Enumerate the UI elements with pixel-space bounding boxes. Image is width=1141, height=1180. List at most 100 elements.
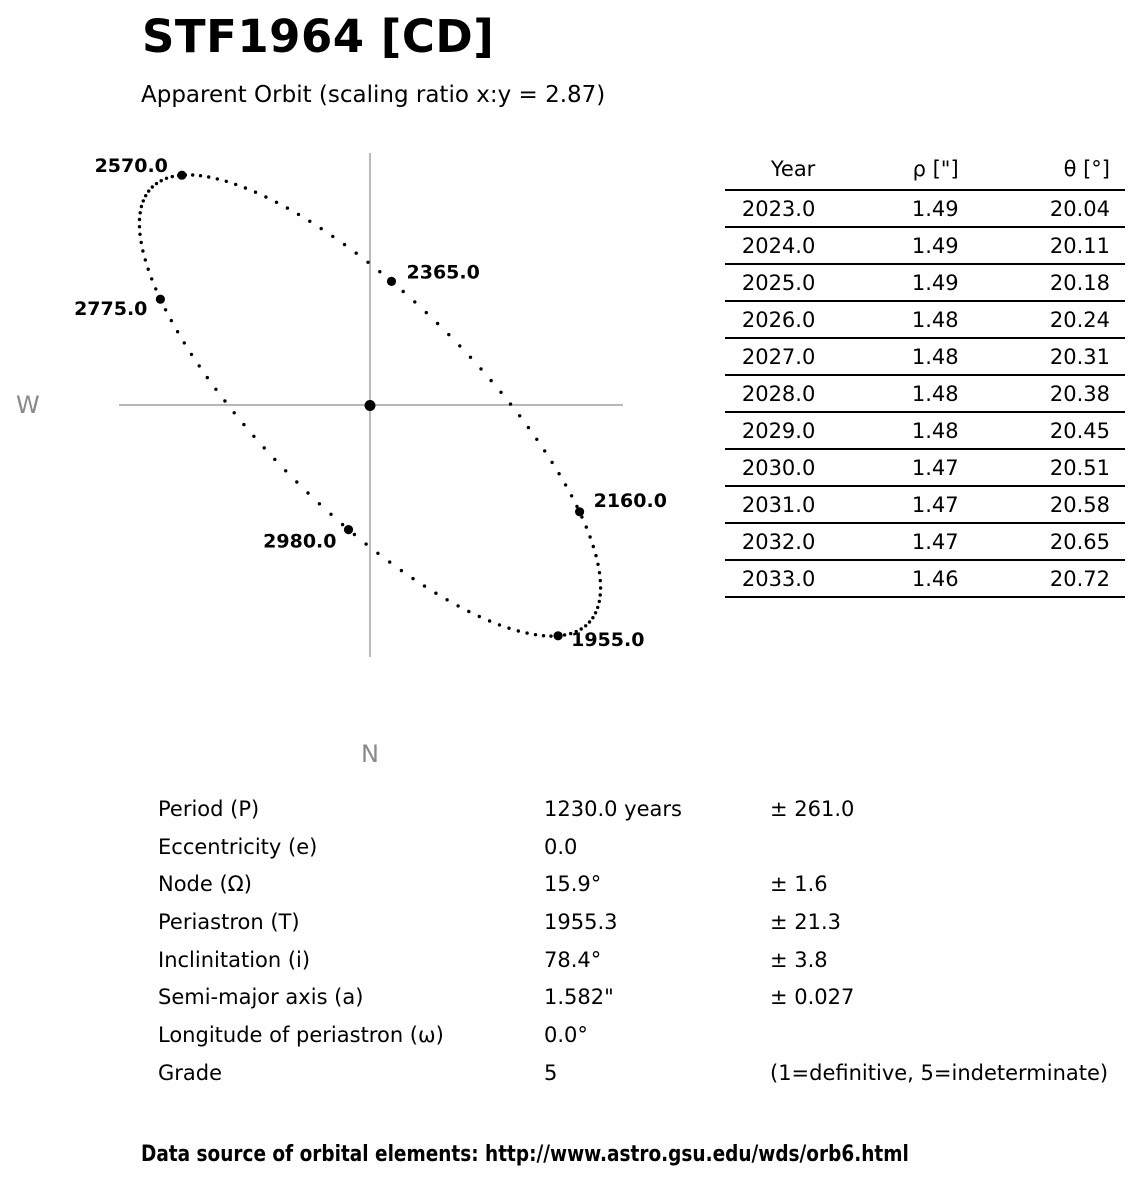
element-label: Eccentricity (e) — [158, 834, 318, 859]
orbit-dot — [234, 182, 238, 187]
epoch-label: 2980.0 — [263, 531, 336, 553]
orbit-dot — [198, 174, 203, 178]
year-cell: 2023.0 — [725, 190, 859, 228]
orbit-dot — [139, 204, 144, 209]
orbit-dot — [479, 367, 483, 371]
orbit-dot — [274, 200, 279, 204]
epoch-label: 1955.0 — [571, 629, 644, 651]
data-source-note: Data source of orbital elements: http://… — [141, 1142, 909, 1167]
orbit-dot — [574, 629, 578, 634]
element-row: Periastron (T) 1955.3 ± 21.3 — [158, 903, 1108, 941]
element-error: ± 0.027 — [770, 985, 855, 1010]
table-row: 2025.0 1.49 20.18 — [725, 264, 1125, 302]
ephemeris-table: Year ρ ["] θ [°] 2023.0 1.49 20.04 2024.0 1.49… — [725, 157, 1125, 598]
orbit-dot — [487, 619, 492, 623]
orbit-dot — [264, 195, 268, 199]
element-value: 1955.3 — [544, 909, 618, 934]
orbit-dot — [243, 186, 248, 190]
element-value: 0.0° — [544, 1022, 588, 1047]
orbit-dot — [584, 624, 588, 628]
orbit-dot — [191, 173, 195, 177]
element-value: 1.582" — [544, 985, 614, 1010]
orbit-dot — [549, 634, 553, 638]
orbit-dot — [596, 605, 600, 610]
orbit-dot — [215, 177, 219, 181]
epoch-label: 2365.0 — [407, 261, 480, 283]
element-label: Grade — [158, 1060, 223, 1085]
orbit-dot — [597, 599, 601, 604]
orbit-dot — [435, 321, 440, 326]
orbit-dot — [447, 332, 451, 337]
orbit-dot — [535, 437, 539, 441]
element-label: Period (P) — [158, 796, 260, 821]
rho-cell: 1.48 — [858, 301, 992, 339]
orbit-dot — [456, 604, 460, 608]
orbit-dot — [154, 287, 158, 291]
orbit-dot — [525, 631, 529, 635]
orbit-dot — [499, 390, 503, 394]
orbit-dot — [401, 289, 405, 294]
orbit-dot — [543, 449, 547, 453]
table-row: 2028.0 1.48 20.38 — [725, 375, 1125, 413]
table-row: 2023.0 1.49 20.04 — [725, 190, 1125, 228]
rho-cell: 1.48 — [858, 412, 992, 450]
element-value: 78.4° — [544, 947, 602, 972]
orbit-dot — [591, 616, 595, 620]
column-header: θ [°] — [991, 157, 1125, 191]
table-row: 2027.0 1.48 20.31 — [725, 338, 1125, 376]
element-error: ± 261.0 — [770, 796, 855, 821]
orbit-dot — [507, 626, 511, 630]
orbit-dot — [182, 341, 186, 345]
rho-cell: 1.49 — [858, 190, 992, 228]
year-cell: 2030.0 — [725, 449, 859, 487]
table-row: 2032.0 1.47 20.65 — [725, 523, 1125, 561]
element-error: (1=definitive, 5=indeterminate) — [770, 1060, 1109, 1085]
rho-cell: 1.46 — [858, 560, 992, 598]
rho-cell: 1.47 — [858, 523, 992, 561]
orbit-dot — [579, 627, 583, 631]
orbit-dot — [138, 232, 142, 236]
plot-subtitle: Apparent Orbit (scaling ratio x:y = 2.87… — [141, 82, 606, 108]
orbit-dot — [541, 634, 546, 638]
orbit-dot — [526, 425, 531, 430]
orbit-dot — [242, 422, 246, 427]
rho-cell: 1.48 — [858, 338, 992, 376]
orbit-dot — [584, 525, 588, 529]
column-header: ρ ["] — [858, 157, 992, 191]
orbit-dot — [253, 190, 258, 194]
element-error: ± 1.6 — [770, 872, 828, 897]
orbit-dot — [285, 206, 290, 210]
orbit-dot — [223, 399, 227, 403]
orbit-dot — [189, 352, 194, 357]
theta-cell: 20.04 — [991, 190, 1125, 228]
orbit-dot — [317, 502, 322, 506]
orbit-dot — [376, 551, 380, 555]
orbit-dot — [340, 522, 345, 527]
orbit-dot — [150, 185, 154, 189]
orbit-dot — [411, 576, 415, 581]
orbit-dot — [159, 179, 163, 183]
element-label: Node (Ω) — [158, 872, 252, 897]
theta-cell: 20.38 — [991, 375, 1125, 413]
orbit-dot — [169, 318, 173, 323]
orbit-dot — [308, 219, 312, 223]
orbit-dot — [232, 411, 236, 415]
orbit-dot — [598, 593, 602, 597]
orbit-dot — [489, 378, 493, 383]
orbit-dot-series — [137, 173, 603, 638]
year-cell: 2033.0 — [725, 560, 859, 598]
orbit-dot — [388, 560, 392, 564]
orbit-dot — [518, 414, 522, 418]
orbit-dot — [593, 611, 598, 615]
orbit-dot — [467, 609, 471, 614]
theta-cell: 20.65 — [991, 523, 1125, 561]
orbit-dot — [170, 174, 174, 179]
epoch-marker-dot — [343, 525, 354, 535]
element-error: ± 21.3 — [770, 909, 842, 934]
orbit-dot — [143, 258, 147, 262]
orbit-dot — [422, 584, 427, 588]
orbit-dot — [598, 578, 602, 583]
element-row: Longitude of periastron (ω) 0.0° — [158, 1016, 1108, 1054]
element-row: Period (P) 1230.0 years ± 261.0 — [158, 790, 1108, 828]
element-row: Grade 5 (1=definitive, 5=indeterminate) — [158, 1054, 1108, 1092]
